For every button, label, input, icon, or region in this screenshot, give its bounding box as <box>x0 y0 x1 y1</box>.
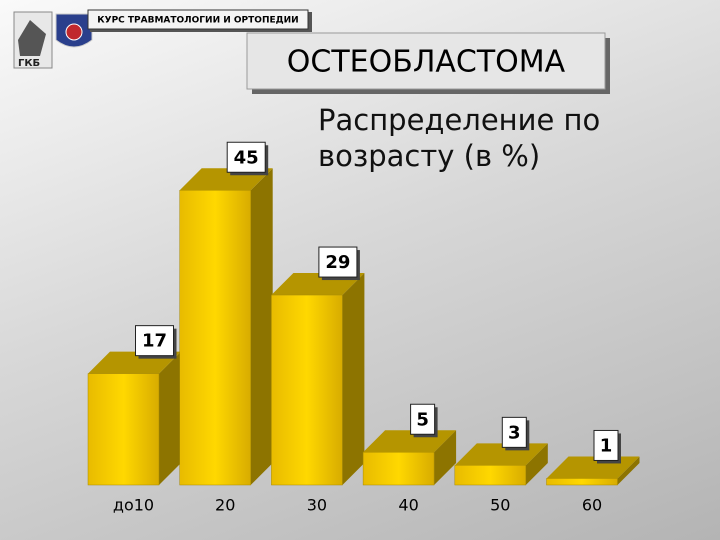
value-label-box <box>318 246 358 278</box>
value-label-box <box>410 403 436 435</box>
header-box <box>87 9 309 30</box>
value-label: 3 <box>508 422 521 443</box>
value-label: 1 <box>600 435 613 456</box>
x-tick-label: 60 <box>582 496 602 515</box>
bar <box>362 452 435 486</box>
bar-side <box>434 430 457 485</box>
value-label: 5 <box>416 409 429 430</box>
bar-side <box>617 456 640 485</box>
value-label-box <box>501 416 527 448</box>
title-box <box>246 32 606 90</box>
bar <box>179 190 251 486</box>
x-tick-label: 50 <box>490 496 510 515</box>
bar-side <box>525 443 548 485</box>
value-label: 45 <box>234 147 259 168</box>
bar <box>546 478 618 486</box>
value-label: 29 <box>325 252 350 273</box>
x-tick-label: 20 <box>215 496 235 515</box>
bar <box>271 294 343 486</box>
x-tick-label: 40 <box>398 496 418 515</box>
header: КУРС ТРАВМАТОЛОГИИ И ОРТОПЕДИИ <box>97 16 298 26</box>
bar-side <box>159 351 181 485</box>
value-label-box <box>226 141 266 173</box>
chart-subtitle: Распределение по возрасту (в %) <box>318 103 601 173</box>
value-label: 17 <box>142 331 167 352</box>
svg-text:ГКБ: ГКБ <box>18 58 40 69</box>
x-tick-label: 30 <box>307 496 327 515</box>
bar-side <box>342 273 365 485</box>
value-label-box <box>593 429 619 461</box>
bar-side <box>250 168 273 485</box>
bar <box>87 373 160 486</box>
x-tick-label: до10 <box>113 496 154 515</box>
bar <box>454 465 527 486</box>
value-label-box <box>135 325 174 357</box>
logo: ГКБ <box>13 11 93 69</box>
chart-title: ОСТЕОБЛАСТОМА <box>287 45 566 80</box>
